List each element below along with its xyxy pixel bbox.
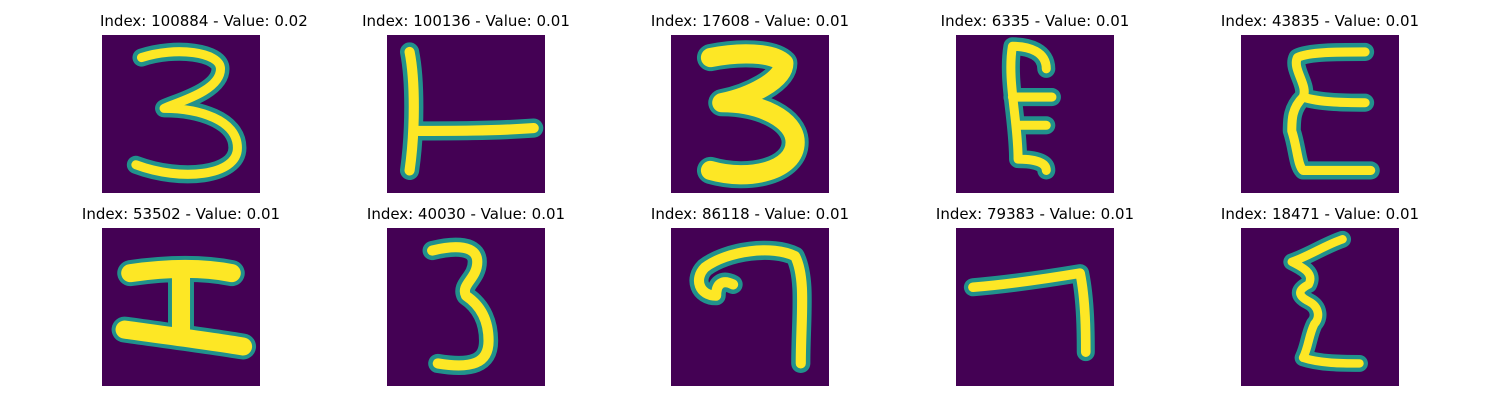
panel-title: Index: 18471 - Value: 0.01 <box>1220 205 1420 223</box>
digit-image <box>1241 35 1399 193</box>
digit-image <box>671 228 829 386</box>
digit-image <box>956 228 1114 386</box>
panel-5: Index: 43835 - Value: 0.01 <box>1221 10 1441 200</box>
digit-image <box>387 228 545 386</box>
panel-title: Index: 40030 - Value: 0.01 <box>366 205 566 223</box>
panel-1: Index: 100884 - Value: 0.02 <box>100 10 308 200</box>
panel-title: Index: 79383 - Value: 0.01 <box>935 205 1135 223</box>
panel-3: Index: 17608 - Value: 0.01 <box>651 10 871 200</box>
digit-image <box>671 35 829 193</box>
panel-title: Index: 53502 - Value: 0.01 <box>81 205 281 223</box>
panel-title: Index: 86118 - Value: 0.01 <box>650 205 850 223</box>
digit-image <box>387 35 545 193</box>
panel-10: Index: 18471 - Value: 0.01 <box>1221 203 1441 393</box>
panel-6: Index: 53502 - Value: 0.01 <box>82 203 302 393</box>
panel-title: Index: 17608 - Value: 0.01 <box>650 12 850 30</box>
digit-image <box>956 35 1114 193</box>
panel-9: Index: 79383 - Value: 0.01 <box>936 203 1156 393</box>
panel-title: Index: 6335 - Value: 0.01 <box>940 12 1130 30</box>
panel-7: Index: 40030 - Value: 0.01 <box>367 203 587 393</box>
panel-4: Index: 6335 - Value: 0.01 <box>941 10 1156 200</box>
digit-image <box>102 35 260 193</box>
panel-title: Index: 100884 - Value: 0.02 <box>100 12 308 30</box>
digit-image <box>1241 228 1399 386</box>
panel-2: Index: 100136 - Value: 0.01 <box>362 10 587 200</box>
digit-image <box>102 228 260 386</box>
panel-8: Index: 86118 - Value: 0.01 <box>651 203 871 393</box>
panel-title: Index: 100136 - Value: 0.01 <box>362 12 570 30</box>
panel-title: Index: 43835 - Value: 0.01 <box>1220 12 1420 30</box>
